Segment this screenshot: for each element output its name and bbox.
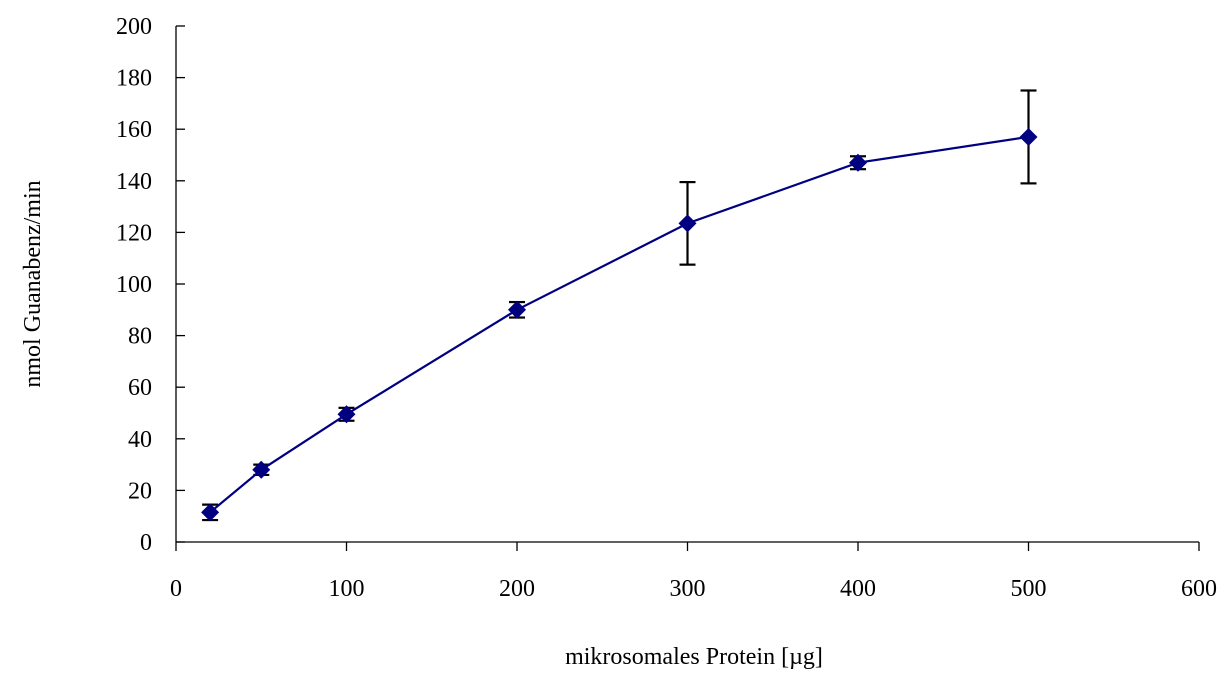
x-tick-label: 600: [1181, 576, 1217, 602]
y-tick-label: 140: [116, 169, 152, 195]
data-point-diamond: [337, 405, 356, 424]
data-point-diamond: [1019, 127, 1038, 146]
x-tick-label: 100: [329, 576, 365, 602]
data-point-diamond: [678, 214, 697, 233]
x-axis-ticks: 0 100 200 300 400 500 600: [170, 542, 1217, 602]
data-point-diamond: [201, 503, 220, 522]
data-point-diamond: [508, 300, 526, 319]
x-tick-label: 400: [840, 576, 876, 602]
data-point-diamond: [252, 460, 271, 479]
x-axis-title: mikrosomales Protein [µg]: [565, 644, 823, 670]
data-point-diamond: [849, 153, 867, 172]
y-tick-label: 0: [140, 530, 152, 556]
y-tick-label: 40: [128, 427, 152, 453]
y-tick-label: 60: [128, 375, 152, 401]
y-tick-label: 120: [116, 220, 152, 246]
x-tick-label: 300: [670, 576, 706, 602]
y-axis-ticks: 0 20 40 60 80 100 120 140 160 180 200: [116, 14, 185, 556]
x-tick-label: 0: [170, 576, 182, 602]
x-tick-label: 200: [499, 576, 535, 602]
data-markers: [201, 127, 1038, 522]
y-tick-label: 180: [116, 66, 152, 92]
y-tick-label: 80: [128, 324, 152, 350]
y-tick-label: 20: [128, 478, 152, 504]
y-tick-label: 200: [116, 14, 152, 40]
x-tick-label: 500: [1011, 576, 1047, 602]
series-line: [209, 135, 1029, 514]
y-tick-label: 100: [116, 272, 152, 298]
y-axis-title: nmol Guanabenz/min: [20, 180, 46, 387]
y-tick-label: 160: [116, 117, 152, 143]
